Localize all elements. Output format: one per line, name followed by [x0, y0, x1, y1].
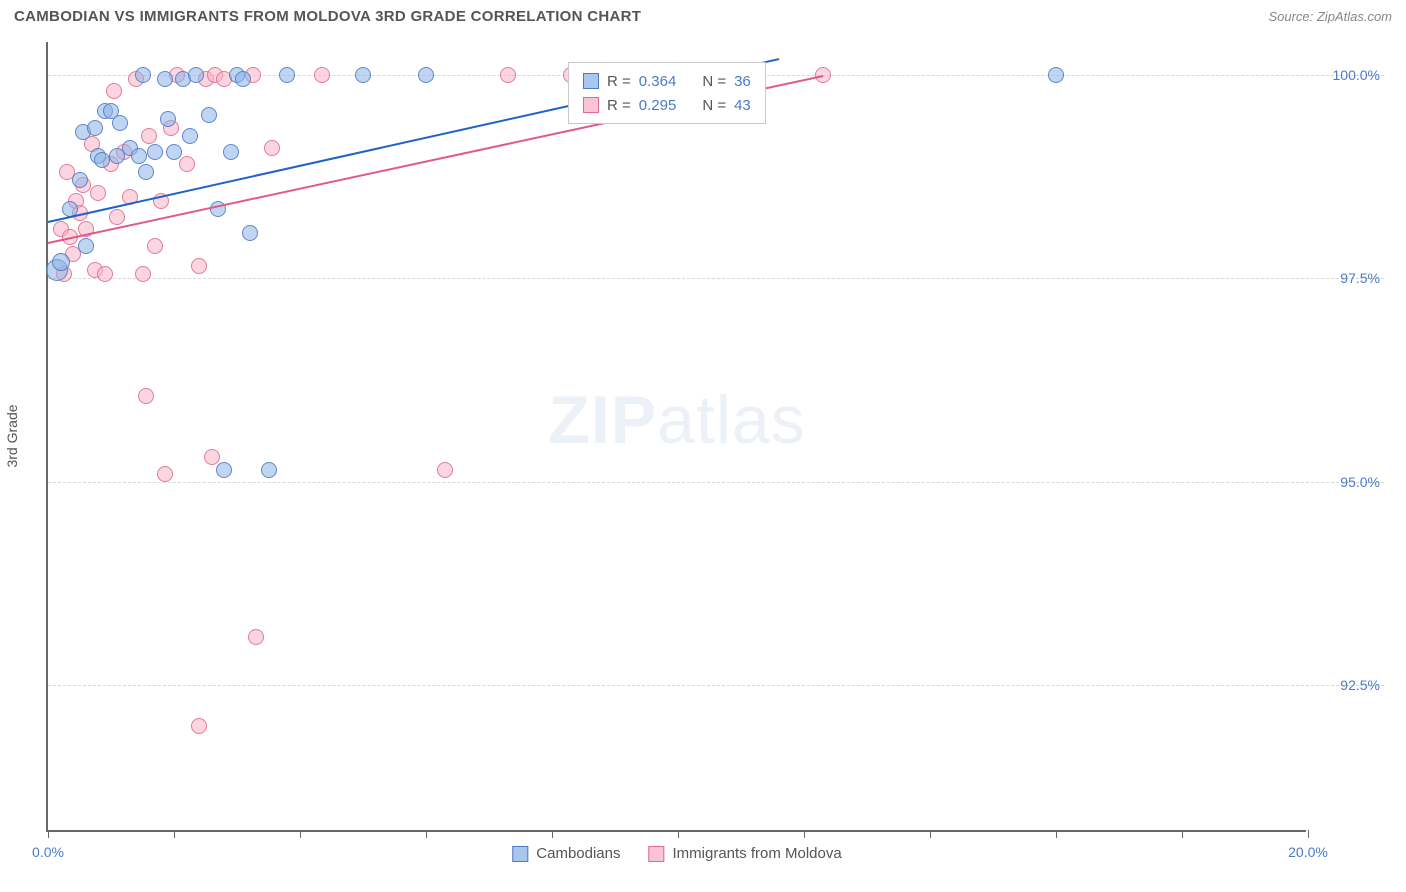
scatter-point-pink: [109, 209, 125, 225]
scatter-point-blue: [135, 67, 151, 83]
legend-swatch-icon: [512, 846, 528, 862]
scatter-point-pink: [179, 156, 195, 172]
chart-title: CAMBODIAN VS IMMIGRANTS FROM MOLDOVA 3RD…: [14, 8, 641, 25]
legend-stats-box: R = 0.364 N = 36 R = 0.295 N = 43: [568, 62, 766, 124]
plot-area: ZIPatlas 3rd Grade CambodiansImmigrants …: [46, 42, 1306, 832]
chart-source: Source: ZipAtlas.com: [1268, 9, 1392, 24]
bottom-legend-item: Immigrants from Moldova: [649, 845, 842, 862]
legend-n-label: N =: [702, 97, 726, 114]
scatter-point-pink: [264, 140, 280, 156]
gridline-h: [48, 482, 1384, 483]
legend-swatch-icon: [649, 846, 665, 862]
legend-r-label: R =: [607, 73, 631, 90]
scatter-point-pink: [314, 67, 330, 83]
x-tick: [174, 830, 175, 838]
scatter-point-blue: [216, 462, 232, 478]
y-tick-label: 97.5%: [1340, 270, 1380, 286]
x-tick: [930, 830, 931, 838]
scatter-point-blue: [355, 67, 371, 83]
scatter-point-pink: [90, 185, 106, 201]
y-tick-label: 92.5%: [1340, 677, 1380, 693]
scatter-point-pink: [106, 83, 122, 99]
scatter-point-pink: [248, 629, 264, 645]
x-tick: [1308, 830, 1309, 838]
scatter-point-pink: [204, 449, 220, 465]
legend-n-value: 36: [734, 73, 751, 90]
legend-swatch-icon: [583, 73, 599, 89]
scatter-point-blue: [242, 225, 258, 241]
x-tick: [48, 830, 49, 838]
bottom-legend-label: Cambodians: [536, 845, 620, 862]
scatter-point-pink: [191, 258, 207, 274]
y-tick-label: 100.0%: [1333, 67, 1380, 83]
scatter-point-pink: [815, 67, 831, 83]
x-tick: [1182, 830, 1183, 838]
x-tick: [1056, 830, 1057, 838]
scatter-point-blue: [112, 115, 128, 131]
scatter-point-pink: [147, 238, 163, 254]
x-tick-label: 20.0%: [1288, 844, 1328, 860]
scatter-point-pink: [97, 266, 113, 282]
legend-stats-row: R = 0.295 N = 43: [583, 93, 751, 117]
legend-swatch-icon: [583, 97, 599, 113]
scatter-point-pink: [191, 718, 207, 734]
gridline-h: [48, 685, 1384, 686]
scatter-point-blue: [223, 144, 239, 160]
chart-header: CAMBODIAN VS IMMIGRANTS FROM MOLDOVA 3RD…: [0, 0, 1406, 31]
scatter-point-pink: [141, 128, 157, 144]
x-tick-label: 0.0%: [32, 844, 64, 860]
scatter-point-blue: [160, 111, 176, 127]
scatter-point-blue: [279, 67, 295, 83]
scatter-point-blue: [138, 164, 154, 180]
scatter-point-blue: [147, 144, 163, 160]
gridline-h: [48, 278, 1384, 279]
x-tick: [678, 830, 679, 838]
scatter-point-blue: [235, 71, 251, 87]
bottom-legend-label: Immigrants from Moldova: [673, 845, 842, 862]
scatter-point-pink: [138, 388, 154, 404]
legend-stats-row: R = 0.364 N = 36: [583, 69, 751, 93]
scatter-point-blue: [261, 462, 277, 478]
scatter-point-pink: [135, 266, 151, 282]
scatter-point-blue: [87, 120, 103, 136]
scatter-point-blue: [72, 172, 88, 188]
x-tick: [552, 830, 553, 838]
y-tick-label: 95.0%: [1340, 474, 1380, 490]
scatter-point-blue: [78, 238, 94, 254]
watermark-zip: ZIP: [548, 382, 657, 458]
legend-n-label: N =: [702, 73, 726, 90]
legend-r-value: 0.295: [639, 97, 677, 114]
x-tick: [426, 830, 427, 838]
scatter-point-pink: [157, 466, 173, 482]
scatter-point-pink: [500, 67, 516, 83]
scatter-point-blue: [166, 144, 182, 160]
legend-r-value: 0.364: [639, 73, 677, 90]
y-axis-label: 3rd Grade: [4, 404, 20, 467]
scatter-point-pink: [437, 462, 453, 478]
bottom-legend-item: Cambodians: [512, 845, 620, 862]
scatter-point-blue: [201, 107, 217, 123]
scatter-point-blue: [1048, 67, 1064, 83]
scatter-point-blue: [188, 67, 204, 83]
legend-n-value: 43: [734, 97, 751, 114]
scatter-point-blue: [94, 152, 110, 168]
scatter-point-blue: [182, 128, 198, 144]
x-tick: [804, 830, 805, 838]
watermark: ZIPatlas: [548, 381, 805, 459]
x-tick: [300, 830, 301, 838]
legend-r-label: R =: [607, 97, 631, 114]
scatter-point-blue: [52, 253, 70, 271]
scatter-point-blue: [157, 71, 173, 87]
scatter-point-blue: [131, 148, 147, 164]
watermark-atlas: atlas: [657, 382, 806, 458]
bottom-legend: Cambodians Immigrants from Moldova: [512, 845, 841, 862]
scatter-point-blue: [418, 67, 434, 83]
chart-container: ZIPatlas 3rd Grade CambodiansImmigrants …: [46, 42, 1386, 842]
